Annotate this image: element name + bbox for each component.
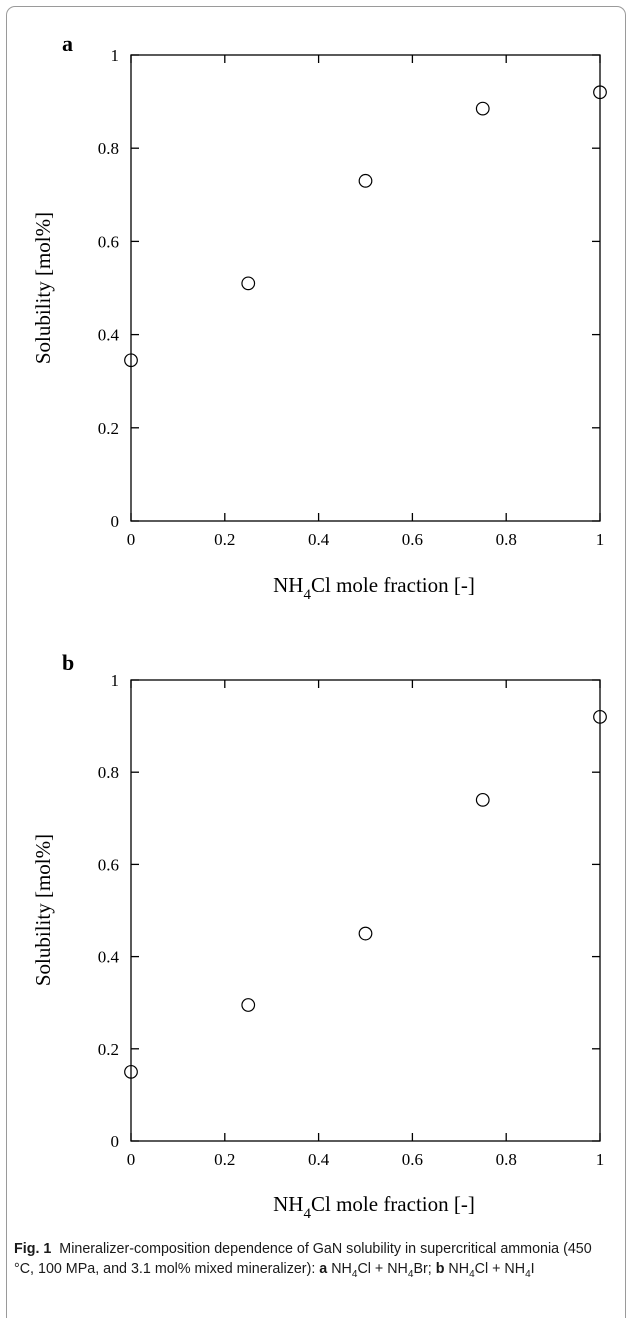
y-tick-label-a-4: 0.8 <box>98 139 119 158</box>
y-tick-label-b-4: 0.8 <box>98 763 119 782</box>
x-tick-label-a-5: 1 <box>596 530 605 549</box>
data-point-b-1 <box>242 999 255 1012</box>
y-tick-label-b-0: 0 <box>111 1132 120 1151</box>
data-point-b-2 <box>359 927 372 940</box>
data-point-b-3 <box>476 794 489 807</box>
x-tick-label-a-1: 0.2 <box>214 530 235 549</box>
x-axis-title-b: NH4Cl mole fraction [-] <box>273 1192 475 1222</box>
y-tick-label-a-3: 0.6 <box>98 232 119 251</box>
points-b <box>125 711 607 1079</box>
x-tick-label-b-1: 0.2 <box>214 1150 235 1169</box>
data-point-a-1 <box>242 277 255 290</box>
figure-svg: a 0 0.2 0.4 0.6 0.8 1 0 0.2 0.4 0.6 0.8 1 Solubili… <box>0 0 629 1230</box>
caption-b-text: NH4Cl + NH4I <box>448 1261 534 1277</box>
caption-a: a <box>319 1261 327 1277</box>
data-point-a-3 <box>476 102 489 115</box>
y-tick-label-b-3: 0.6 <box>98 855 119 874</box>
x-tick-label-a-2: 0.4 <box>308 530 330 549</box>
y-tick-label-a-2: 0.4 <box>98 326 120 345</box>
x-tick-label-b-0: 0 <box>127 1150 136 1169</box>
x-tick-label-a-4: 0.8 <box>496 530 517 549</box>
x-tick-label-a-0: 0 <box>127 530 136 549</box>
plot-frame-b <box>131 680 600 1141</box>
y-axis-b: 0 0.2 0.4 0.6 0.8 1 <box>98 671 600 1151</box>
panel-label-a: a <box>62 31 73 56</box>
x-tick-label-a-3: 0.6 <box>402 530 423 549</box>
y-tick-label-b-5: 1 <box>111 671 120 690</box>
x-axis-title-a: NH4Cl mole fraction [-] <box>273 573 475 603</box>
x-tick-label-b-5: 1 <box>596 1150 605 1169</box>
caption-label: Fig. 1 <box>14 1241 51 1257</box>
caption-a-text: NH4Cl + NH4Br; <box>331 1261 435 1277</box>
y-tick-label-a-5: 1 <box>111 46 120 65</box>
x-tick-label-b-4: 0.8 <box>496 1150 517 1169</box>
x-tick-label-b-3: 0.6 <box>402 1150 423 1169</box>
plot-frame-a <box>131 55 600 521</box>
y-axis-title-a: Solubility [mol%] <box>31 212 55 364</box>
x-axis-a: 0 0.2 0.4 0.6 0.8 1 <box>127 55 605 549</box>
points-a <box>125 86 607 367</box>
y-tick-label-a-0: 0 <box>111 512 120 531</box>
y-axis-title-b: Solubility [mol%] <box>31 834 55 986</box>
x-axis-b: 0 0.2 0.4 0.6 0.8 1 <box>127 680 605 1169</box>
x-tick-label-b-2: 0.4 <box>308 1150 330 1169</box>
figure-caption: Fig. 1 Mineralizer-composition dependenc… <box>14 1239 614 1285</box>
data-point-a-2 <box>359 175 372 188</box>
panel-label-b: b <box>62 650 74 675</box>
panel-b: b 0 0.2 0.4 0.6 0.8 1 0 0.2 0.4 0.6 0.8 1 Solubili… <box>31 650 606 1222</box>
y-axis-a: 0 0.2 0.4 0.6 0.8 1 <box>98 46 600 531</box>
y-tick-label-a-1: 0.2 <box>98 419 119 438</box>
y-tick-label-b-2: 0.4 <box>98 948 120 967</box>
caption-b: b <box>436 1261 445 1277</box>
y-tick-label-b-1: 0.2 <box>98 1040 119 1059</box>
panel-a: a 0 0.2 0.4 0.6 0.8 1 0 0.2 0.4 0.6 0.8 1 Solubili… <box>31 31 606 603</box>
